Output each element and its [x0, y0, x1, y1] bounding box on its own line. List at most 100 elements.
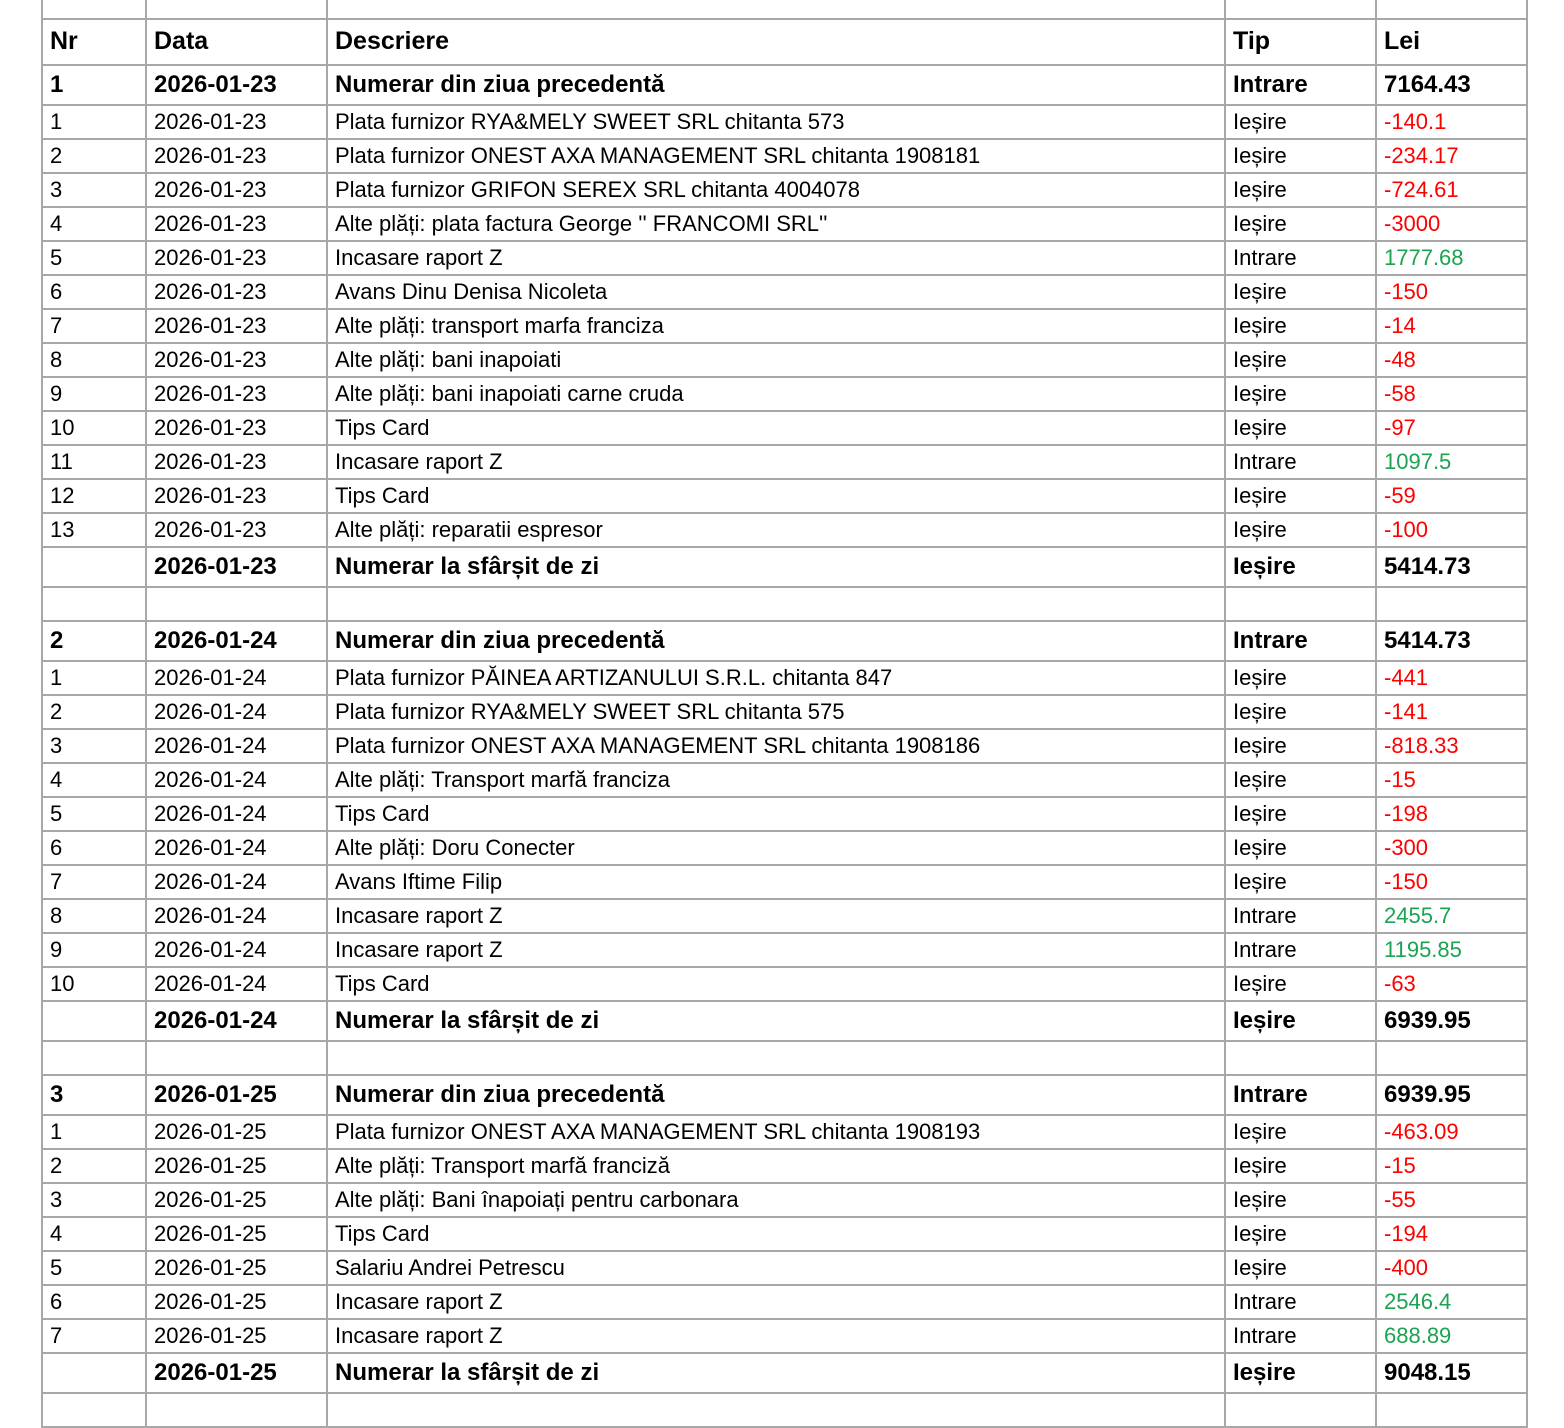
cell-descriere[interactable] — [326, 0, 1226, 20]
cell-tip[interactable]: Intrare — [1224, 1074, 1377, 1116]
cell-lei[interactable]: -194 — [1375, 1216, 1528, 1252]
cell-nr[interactable] — [41, 0, 147, 20]
cell-tip[interactable] — [1224, 1392, 1377, 1428]
cell-lei[interactable]: 1195.85 — [1375, 932, 1528, 968]
cell-data[interactable] — [145, 1040, 328, 1076]
cell-nr[interactable]: 3 — [41, 172, 147, 208]
cell-data[interactable] — [145, 586, 328, 622]
cell-tip[interactable]: Ieșire — [1224, 966, 1377, 1002]
cell-nr[interactable] — [41, 1352, 147, 1394]
cell-tip[interactable]: Ieșire — [1224, 206, 1377, 242]
cell-data[interactable]: 2026-01-23 — [145, 512, 328, 548]
cell-lei[interactable]: -300 — [1375, 830, 1528, 866]
cell-tip[interactable]: Ieșire — [1224, 546, 1377, 588]
cell-tip[interactable]: Intrare — [1224, 932, 1377, 968]
cell-data[interactable]: 2026-01-24 — [145, 898, 328, 934]
cell-descriere[interactable]: Alte plăți: bani inapoiati — [326, 342, 1226, 378]
cell-nr[interactable]: 1 — [41, 660, 147, 696]
cell-nr[interactable] — [41, 546, 147, 588]
cell-lei[interactable]: -55 — [1375, 1182, 1528, 1218]
cell-tip[interactable]: Intrare — [1224, 240, 1377, 276]
cell-tip[interactable] — [1224, 0, 1377, 20]
cell-nr[interactable]: 2 — [41, 138, 147, 174]
cell-descriere[interactable]: Incasare raport Z — [326, 444, 1226, 480]
cell-data[interactable]: 2026-01-24 — [145, 932, 328, 968]
cell-lei[interactable]: 688.89 — [1375, 1318, 1528, 1354]
cell-data[interactable]: 2026-01-24 — [145, 762, 328, 798]
cell-descriere[interactable]: Alte plăți: transport marfa franciza — [326, 308, 1226, 344]
cell-tip[interactable]: Ieșire — [1224, 660, 1377, 696]
cell-data[interactable]: 2026-01-24 — [145, 1000, 328, 1042]
cell-tip[interactable]: Intrare — [1224, 1318, 1377, 1354]
cell-data[interactable] — [145, 0, 328, 20]
cell-descriere[interactable]: Salariu Andrei Petrescu — [326, 1250, 1226, 1286]
cell-data[interactable]: Data — [145, 18, 328, 66]
cell-lei[interactable]: -59 — [1375, 478, 1528, 514]
cell-lei[interactable] — [1375, 586, 1528, 622]
cell-tip[interactable]: Ieșire — [1224, 342, 1377, 378]
cell-lei[interactable] — [1375, 1040, 1528, 1076]
cell-lei[interactable]: Lei — [1375, 18, 1528, 66]
cell-lei[interactable]: -724.61 — [1375, 172, 1528, 208]
cell-data[interactable]: 2026-01-23 — [145, 546, 328, 588]
cell-descriere[interactable] — [326, 586, 1226, 622]
cell-tip[interactable]: Ieșire — [1224, 694, 1377, 730]
cell-nr[interactable]: 8 — [41, 342, 147, 378]
cell-tip[interactable]: Ieșire — [1224, 864, 1377, 900]
cell-descriere[interactable]: Plata furnizor PĂINEA ARTIZANULUI S.R.L.… — [326, 660, 1226, 696]
cell-nr[interactable]: 1 — [41, 1114, 147, 1150]
cell-descriere[interactable]: Tips Card — [326, 410, 1226, 446]
cell-tip[interactable]: Ieșire — [1224, 1148, 1377, 1184]
cell-nr[interactable]: 4 — [41, 1216, 147, 1252]
cell-lei[interactable]: 5414.73 — [1375, 620, 1528, 662]
cell-descriere[interactable]: Incasare raport Z — [326, 932, 1226, 968]
cell-lei[interactable]: 1777.68 — [1375, 240, 1528, 276]
cell-tip[interactable]: Ieșire — [1224, 376, 1377, 412]
cell-lei[interactable] — [1375, 0, 1528, 20]
cell-nr[interactable]: 4 — [41, 206, 147, 242]
cell-tip[interactable]: Ieșire — [1224, 1250, 1377, 1286]
cell-data[interactable]: 2026-01-23 — [145, 138, 328, 174]
cell-descriere[interactable]: Alte plăți: Doru Conecter — [326, 830, 1226, 866]
cell-tip[interactable]: Ieșire — [1224, 104, 1377, 140]
cell-lei[interactable]: -400 — [1375, 1250, 1528, 1286]
cell-data[interactable]: 2026-01-25 — [145, 1182, 328, 1218]
cell-lei[interactable]: -150 — [1375, 864, 1528, 900]
cell-descriere[interactable]: Incasare raport Z — [326, 240, 1226, 276]
cell-lei[interactable] — [1375, 1392, 1528, 1428]
cell-descriere[interactable]: Alte plăți: plata factura George '' FRAN… — [326, 206, 1226, 242]
cell-tip[interactable]: Intrare — [1224, 444, 1377, 480]
cell-nr[interactable]: 3 — [41, 1182, 147, 1218]
cell-nr[interactable]: 3 — [41, 1074, 147, 1116]
cell-tip[interactable]: Ieșire — [1224, 1182, 1377, 1218]
cell-descriere[interactable] — [326, 1040, 1226, 1076]
cell-nr[interactable]: 9 — [41, 376, 147, 412]
cell-data[interactable] — [145, 1392, 328, 1428]
cell-descriere[interactable]: Alte plăți: Bani înapoiați pentru carbon… — [326, 1182, 1226, 1218]
cell-lei[interactable]: -198 — [1375, 796, 1528, 832]
cell-descriere[interactable]: Numerar din ziua precedentă — [326, 64, 1226, 106]
cell-descriere[interactable]: Tips Card — [326, 796, 1226, 832]
cell-tip[interactable]: Ieșire — [1224, 762, 1377, 798]
cell-descriere[interactable]: Tips Card — [326, 966, 1226, 1002]
cell-tip[interactable]: Ieșire — [1224, 1216, 1377, 1252]
cell-lei[interactable]: -441 — [1375, 660, 1528, 696]
cell-tip[interactable]: Ieșire — [1224, 1114, 1377, 1150]
cell-data[interactable]: 2026-01-25 — [145, 1318, 328, 1354]
cell-data[interactable]: 2026-01-25 — [145, 1284, 328, 1320]
cell-nr[interactable]: 2 — [41, 620, 147, 662]
cell-nr[interactable]: 5 — [41, 1250, 147, 1286]
cell-data[interactable]: 2026-01-23 — [145, 206, 328, 242]
cell-nr[interactable]: 5 — [41, 796, 147, 832]
cell-data[interactable]: 2026-01-24 — [145, 830, 328, 866]
cell-descriere[interactable]: Plata furnizor RYA&MELY SWEET SRL chitan… — [326, 694, 1226, 730]
cell-tip[interactable]: Ieșire — [1224, 274, 1377, 310]
cell-lei[interactable]: -58 — [1375, 376, 1528, 412]
cell-tip[interactable] — [1224, 586, 1377, 622]
cell-tip[interactable]: Ieșire — [1224, 478, 1377, 514]
cell-lei[interactable]: 1097.5 — [1375, 444, 1528, 480]
cell-data[interactable]: 2026-01-25 — [145, 1216, 328, 1252]
cell-data[interactable]: 2026-01-25 — [145, 1074, 328, 1116]
cell-tip[interactable]: Ieșire — [1224, 796, 1377, 832]
cell-nr[interactable]: 2 — [41, 1148, 147, 1184]
